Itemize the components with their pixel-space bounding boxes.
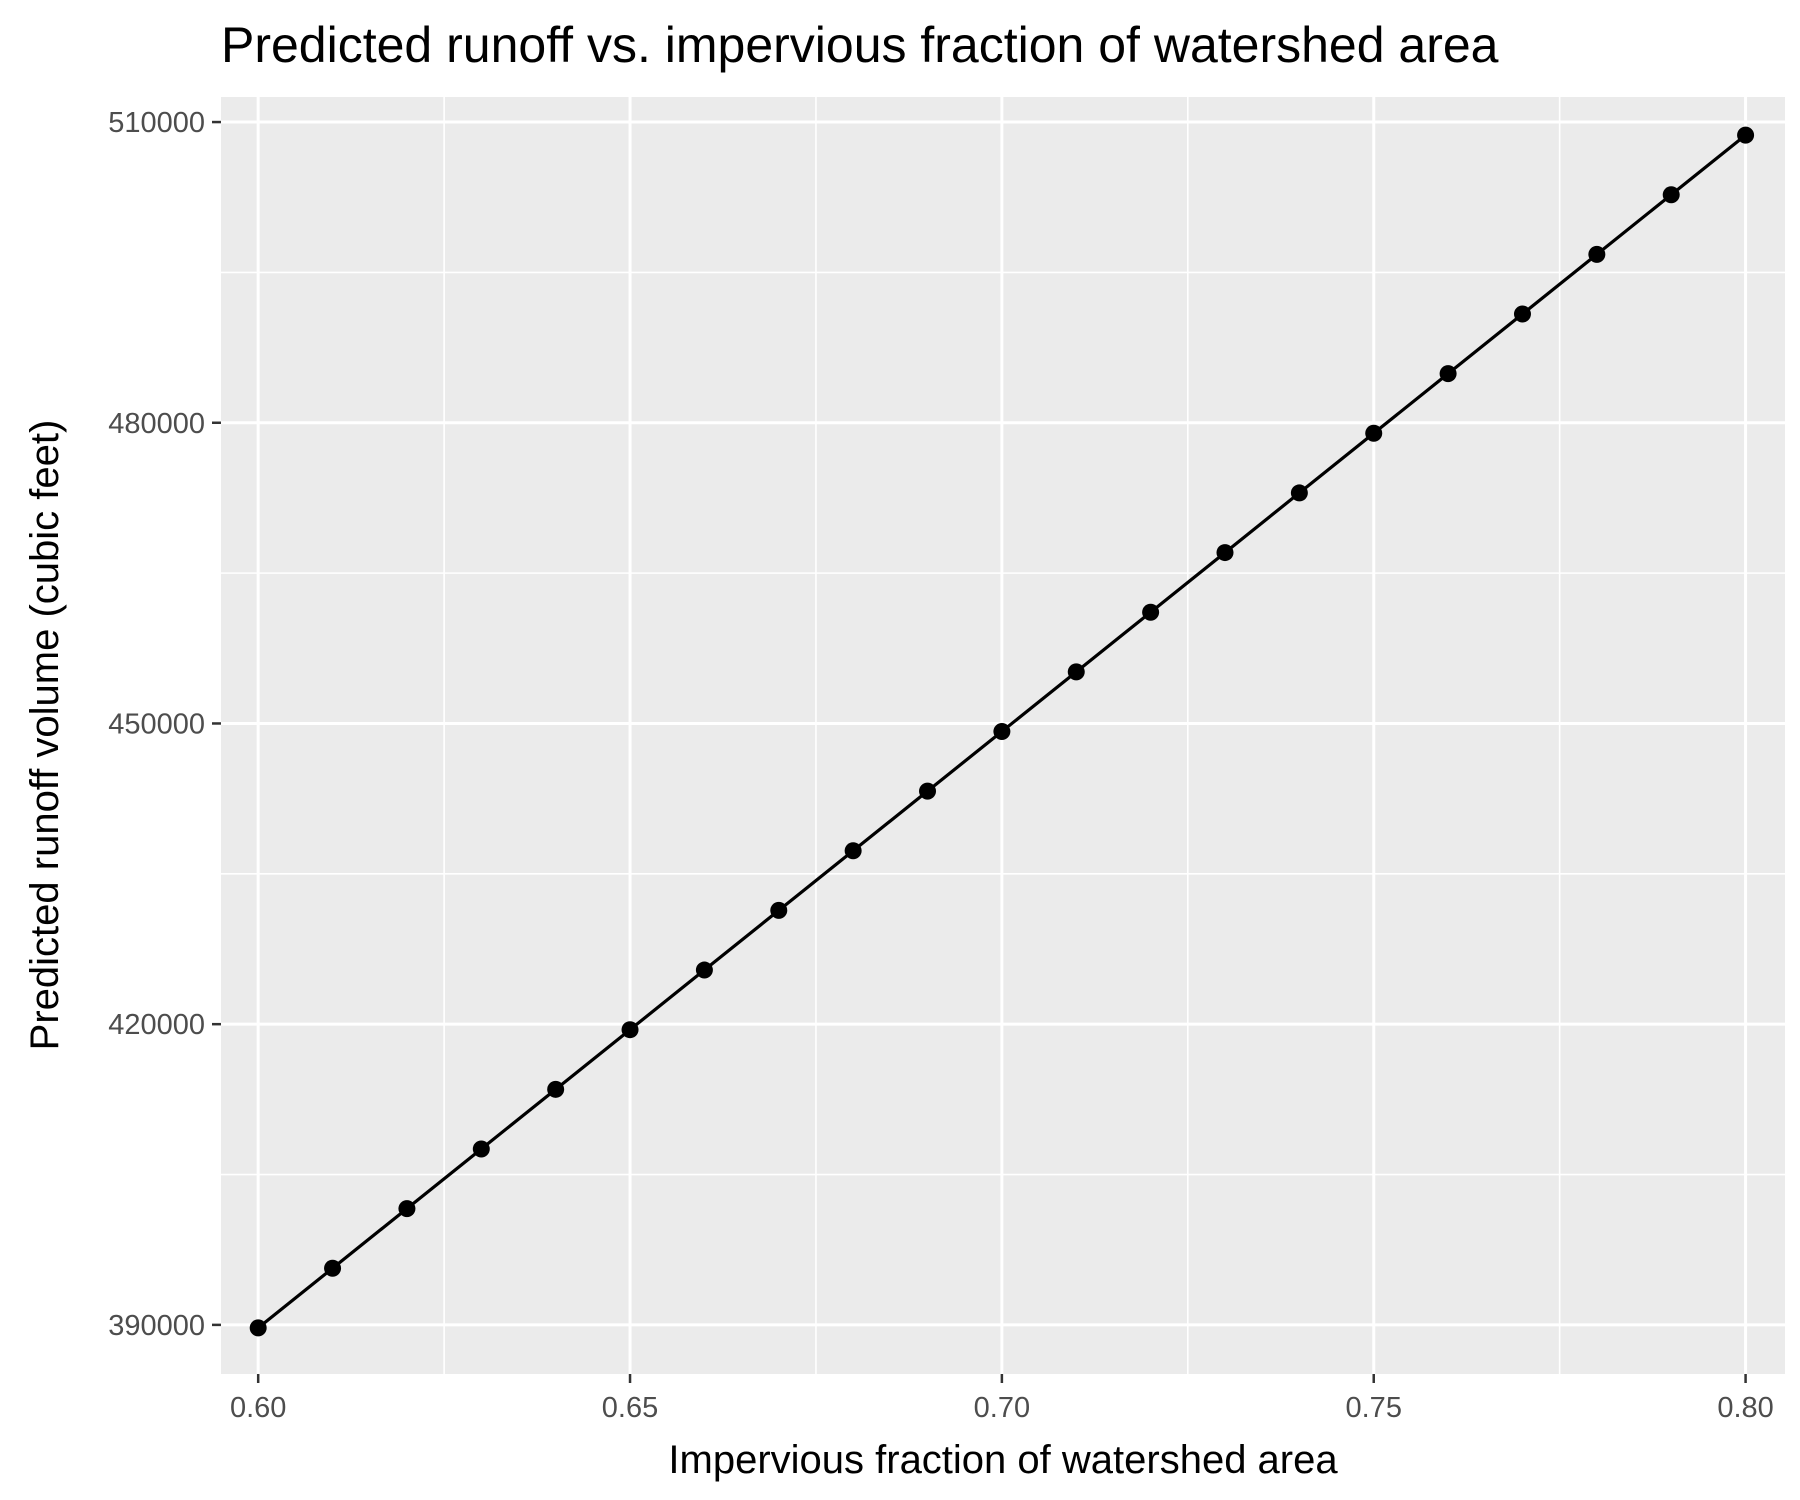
data-point: [993, 722, 1011, 740]
data-point: [919, 782, 937, 800]
data-point: [1737, 126, 1755, 144]
y-tick-label: 450000: [108, 708, 205, 740]
x-tick-label: 0.65: [602, 1392, 658, 1424]
data-point: [621, 1021, 639, 1039]
data-point: [1588, 245, 1606, 263]
data-point: [844, 842, 862, 860]
x-tick-label: 0.70: [974, 1392, 1030, 1424]
data-point: [1439, 365, 1457, 383]
data-point: [1216, 544, 1234, 562]
data-point: [249, 1319, 267, 1337]
data-point: [472, 1140, 490, 1158]
chart-title: Predicted runoff vs. impervious fraction…: [221, 17, 1499, 73]
x-tick-label: 0.80: [1717, 1392, 1773, 1424]
data-point: [324, 1259, 342, 1277]
data-point: [547, 1080, 565, 1098]
data-point: [398, 1200, 416, 1218]
y-tick-label: 420000: [108, 1009, 205, 1041]
y-tick-label: 390000: [108, 1310, 205, 1342]
data-point: [1365, 424, 1383, 442]
y-axis-title: Predicted runoff volume (cubic feet): [23, 420, 67, 1051]
x-tick-label: 0.60: [230, 1392, 286, 1424]
data-point: [1142, 603, 1160, 621]
data-point: [1662, 186, 1680, 204]
data-point: [770, 901, 788, 919]
data-point: [1067, 663, 1085, 681]
y-tick-label: 510000: [108, 107, 205, 139]
axes: 0.60 0.65 0.70 0.75 0.80 390000 420000 450000 48…: [108, 107, 1774, 1424]
data-point: [1290, 484, 1308, 502]
data-series: [249, 126, 1755, 1337]
x-axis-title: Impervious fraction of watershed area: [668, 1438, 1338, 1482]
data-point: [1513, 305, 1531, 323]
x-tick-label: 0.75: [1346, 1392, 1402, 1424]
y-tick-label: 480000: [108, 408, 205, 440]
data-point: [695, 961, 713, 979]
